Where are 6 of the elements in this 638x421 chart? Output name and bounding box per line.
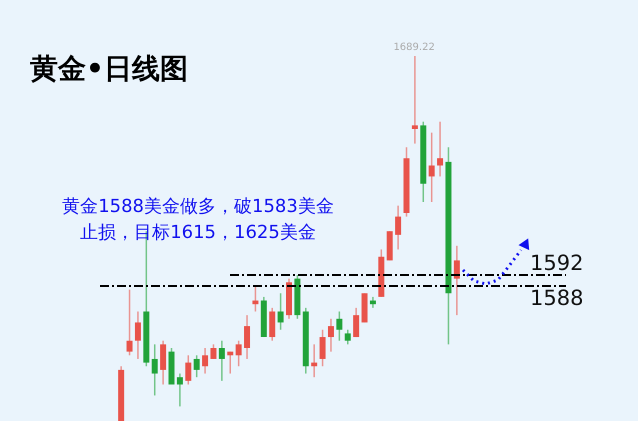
annotation: 黄金1588美金做多，破1583美金 [62,196,334,217]
chart-title: 黄金•日线图 [29,52,188,85]
text: 1689.22 [393,42,435,53]
annotation: 1588 [530,286,584,310]
annotation: 止损，目标1615，1625美金 [80,222,316,243]
annotation: 1592 [530,251,584,275]
